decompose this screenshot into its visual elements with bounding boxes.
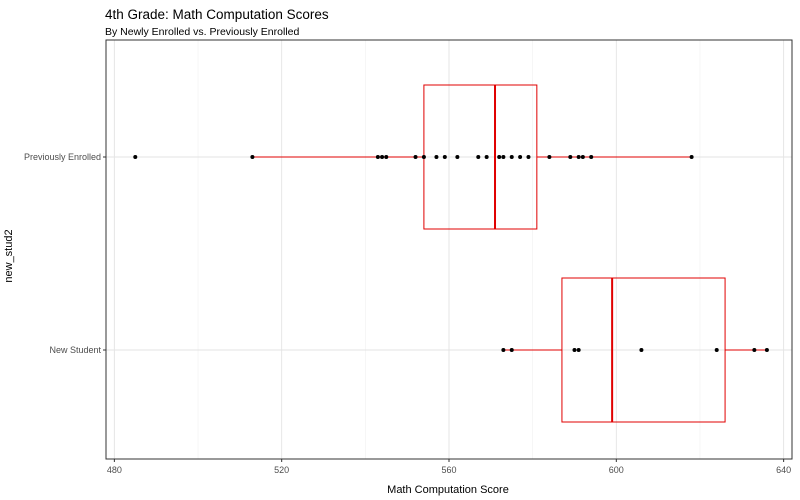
data-point [576,348,581,352]
x-tick-label: 520 [274,465,289,475]
data-point [526,155,531,159]
y-tick-label: New Student [49,345,101,355]
data-point [752,348,757,352]
data-point [576,155,581,159]
data-point [413,155,418,159]
data-point [375,155,380,159]
point-layer [133,155,769,352]
x-axis-label: Math Computation Score [387,484,509,496]
data-point [518,155,523,159]
data-point [509,155,514,159]
x-tick-label: 640 [776,465,791,475]
data-point [434,155,439,159]
data-point [714,348,719,352]
data-point [442,155,447,159]
data-point [509,348,514,352]
data-point [547,155,552,159]
data-point [589,155,594,159]
chart-title: 4th Grade: Math Computation Scores [105,7,329,22]
data-point [764,348,769,352]
y-tick-label: Previously Enrolled [24,152,101,162]
data-point [380,155,385,159]
data-point [133,155,138,159]
x-tick-label: 600 [609,465,624,475]
data-point [455,155,460,159]
data-point [250,155,255,159]
data-point [476,155,481,159]
data-point [384,155,389,159]
data-point [639,348,644,352]
box-iqr [561,277,726,423]
x-tick-label: 560 [441,465,456,475]
axis-layer: 480 520 560 600 640 Previously Enrolled New St… [24,39,793,475]
data-point [484,155,489,159]
data-point [501,155,506,159]
data-point [497,155,502,159]
x-tick-label: 480 [107,465,122,475]
data-point [689,155,694,159]
chart-subtitle: By Newly Enrolled vs. Previously Enrolle… [105,26,299,38]
data-point [421,155,426,159]
data-point [568,155,573,159]
y-axis-label: new_stud2 [3,229,15,282]
data-point [572,348,577,352]
data-point [580,155,585,159]
data-point [501,348,506,352]
